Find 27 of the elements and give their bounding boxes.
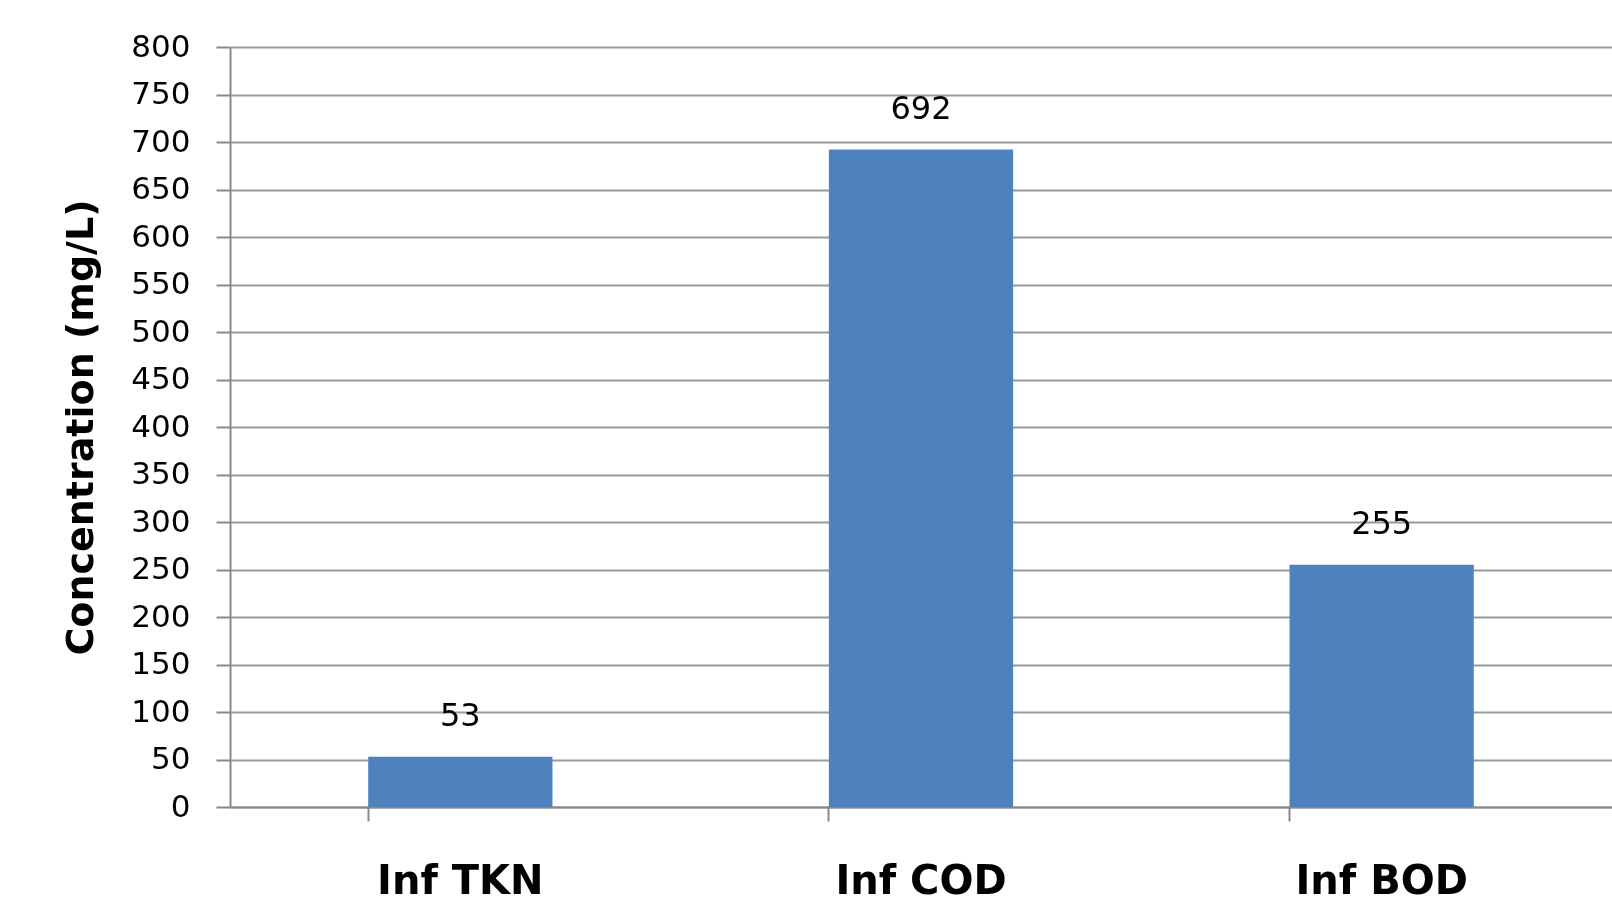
- y-tick-label: 300: [131, 502, 191, 539]
- y-tick-label: 250: [131, 550, 191, 586]
- y-tick-label: 600: [131, 217, 191, 254]
- x-tick-label: Inf TKN: [377, 856, 544, 903]
- data-label: 255: [1351, 503, 1413, 542]
- y-tick-label: 500: [131, 312, 191, 349]
- bar: [828, 149, 1014, 807]
- y-tick-label: 750: [131, 75, 191, 111]
- y-tick-label: 0: [170, 787, 191, 824]
- y-tick-label: 550: [131, 265, 191, 301]
- bar: [1289, 564, 1474, 807]
- y-tick-label: 100: [131, 692, 191, 729]
- y-tick-label: 150: [131, 645, 191, 681]
- y-tick-label: 800: [131, 27, 191, 64]
- y-tick-label: 450: [131, 360, 191, 396]
- y-tick-label: 200: [131, 597, 191, 634]
- y-axis-title: Concentration (mg/L): [58, 199, 103, 656]
- y-tick-label: 50: [151, 740, 191, 776]
- y-tick-label: 400: [131, 407, 191, 444]
- x-tick-label: Inf BOD: [1295, 856, 1468, 903]
- y-tick-label: 650: [131, 170, 191, 206]
- bar: [368, 756, 553, 807]
- y-tick-label: 350: [131, 455, 191, 491]
- y-tick-label: 700: [131, 122, 191, 159]
- x-tick-label: Inf COD: [835, 856, 1007, 903]
- data-label: 692: [890, 88, 952, 127]
- data-label: 53: [439, 695, 481, 734]
